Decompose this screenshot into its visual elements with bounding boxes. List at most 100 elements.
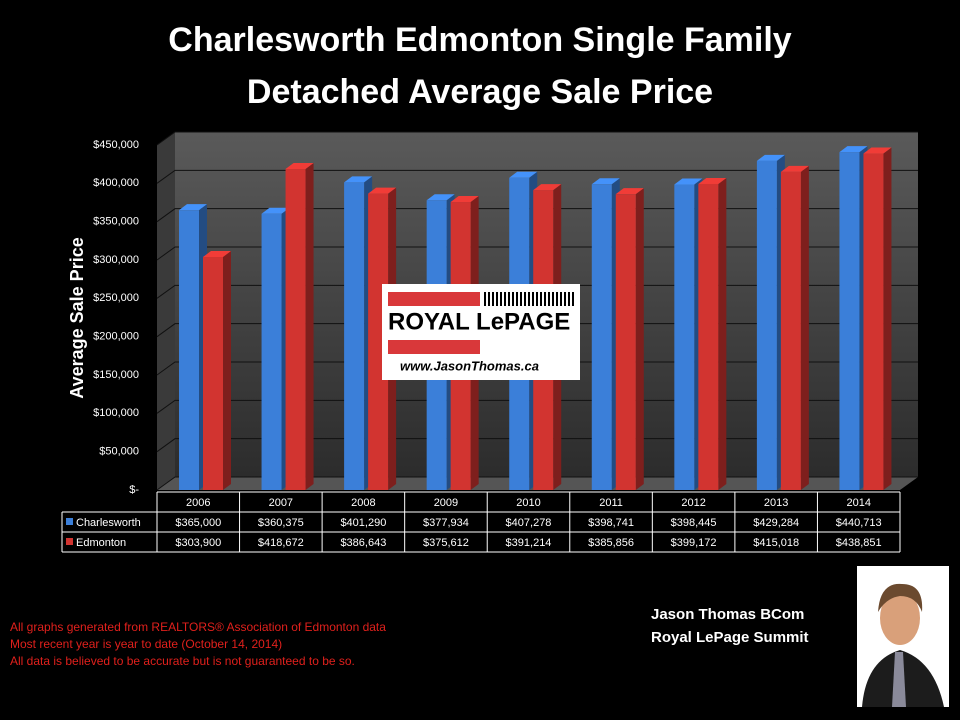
table-value: $440,713 xyxy=(836,517,882,529)
bar xyxy=(591,184,612,490)
y-tick-label: $450,000 xyxy=(93,139,139,151)
logo-stripe xyxy=(388,292,480,306)
bar-top xyxy=(450,196,479,203)
legend-swatch xyxy=(66,538,73,545)
grid-line xyxy=(156,323,918,338)
grid-line xyxy=(156,208,918,223)
grid-line xyxy=(156,169,918,184)
bar-top xyxy=(780,165,809,172)
bar-top xyxy=(863,147,892,154)
table-value: $407,278 xyxy=(506,517,552,529)
table-value: $398,445 xyxy=(671,517,717,529)
x-tick-label: 2010 xyxy=(516,497,540,509)
y-tick-label: $150,000 xyxy=(93,369,139,381)
y-axis-label: Average Sale Price xyxy=(67,237,87,398)
bar-top xyxy=(756,154,785,161)
agent-office: Royal LePage Summit xyxy=(651,629,809,646)
grid-line xyxy=(156,284,918,299)
y-tick-label: $400,000 xyxy=(93,177,139,189)
bar-top xyxy=(698,177,727,184)
table-value: $365,000 xyxy=(175,517,221,529)
bar-top xyxy=(615,188,644,195)
bar-side xyxy=(718,177,727,490)
photo-face xyxy=(880,591,920,645)
side-wall xyxy=(157,132,175,490)
bar-top xyxy=(839,146,868,153)
footnote: All graphs generated from REALTORS® Asso… xyxy=(10,620,386,634)
footnote: All data is believed to be accurate but … xyxy=(10,654,355,668)
bar-side xyxy=(223,251,231,490)
table-value: $386,643 xyxy=(340,537,386,549)
bar xyxy=(780,171,801,491)
bar-top xyxy=(285,163,314,170)
bar-top xyxy=(674,178,703,185)
grid-line xyxy=(156,246,918,261)
table-value: $303,900 xyxy=(175,537,221,549)
table-value: $360,375 xyxy=(258,517,304,529)
logo-stripe xyxy=(388,340,480,354)
y-tick-label: $- xyxy=(129,484,139,496)
photo-tie xyxy=(892,652,906,707)
y-tick-label: $350,000 xyxy=(93,216,139,228)
bar-top xyxy=(203,251,231,258)
table-value: $385,856 xyxy=(588,537,634,549)
bar xyxy=(756,160,777,490)
bar xyxy=(674,184,695,490)
y-tick-label: $100,000 xyxy=(93,407,139,419)
bar-top xyxy=(179,204,207,211)
bar-side xyxy=(883,147,892,491)
table-value: $399,172 xyxy=(671,537,717,549)
table-value: $398,741 xyxy=(588,517,634,529)
bar-side xyxy=(800,165,809,491)
bar xyxy=(285,169,306,490)
grid-line xyxy=(156,438,918,453)
logo-brand: ROYAL LePAGE xyxy=(388,308,570,335)
table-value: $391,214 xyxy=(506,537,552,549)
bar-top xyxy=(591,178,620,185)
bar xyxy=(615,194,636,490)
bar-top xyxy=(426,194,455,201)
y-tick-label: $50,000 xyxy=(99,446,139,458)
bar xyxy=(698,183,719,490)
table-value: $418,672 xyxy=(258,537,304,549)
agent-name: Jason Thomas BCom xyxy=(651,606,804,623)
x-tick-label: 2009 xyxy=(434,497,458,509)
bar xyxy=(839,152,860,490)
legend-label: Charlesworth xyxy=(76,517,141,529)
bar-top xyxy=(344,176,373,183)
grid-line xyxy=(156,131,918,146)
grid-line xyxy=(156,476,918,491)
bar xyxy=(368,193,389,490)
bar xyxy=(261,213,282,490)
y-tick-label: $200,000 xyxy=(93,331,139,343)
logo-bars xyxy=(484,292,574,306)
bar-side xyxy=(635,188,644,490)
y-tick-label: $250,000 xyxy=(93,292,139,304)
y-tick-label: $300,000 xyxy=(93,254,139,266)
bar xyxy=(863,153,884,491)
x-tick-label: 2007 xyxy=(269,497,293,509)
grid-line xyxy=(156,361,918,376)
bar-top xyxy=(533,184,562,191)
logo-url: www.JasonThomas.ca xyxy=(400,358,539,373)
grid-line xyxy=(156,399,918,414)
legend-label: Edmonton xyxy=(76,537,126,549)
x-tick-label: 2006 xyxy=(186,497,210,509)
photo-hair xyxy=(878,583,923,612)
bar-side xyxy=(305,163,314,490)
bar-top xyxy=(509,171,538,178)
x-tick-label: 2012 xyxy=(681,497,705,509)
x-tick-label: 2011 xyxy=(599,497,623,509)
table-value: $375,612 xyxy=(423,537,469,549)
photo xyxy=(857,566,949,707)
table-value: $438,851 xyxy=(836,537,882,549)
x-tick-label: 2014 xyxy=(846,497,870,509)
legend-swatch xyxy=(66,518,73,525)
bar-top xyxy=(261,207,290,214)
logo: ROYAL LePAGE www.JasonThomas.ca xyxy=(382,284,580,380)
bar xyxy=(344,182,365,490)
bar xyxy=(179,210,199,490)
bar xyxy=(203,257,223,490)
